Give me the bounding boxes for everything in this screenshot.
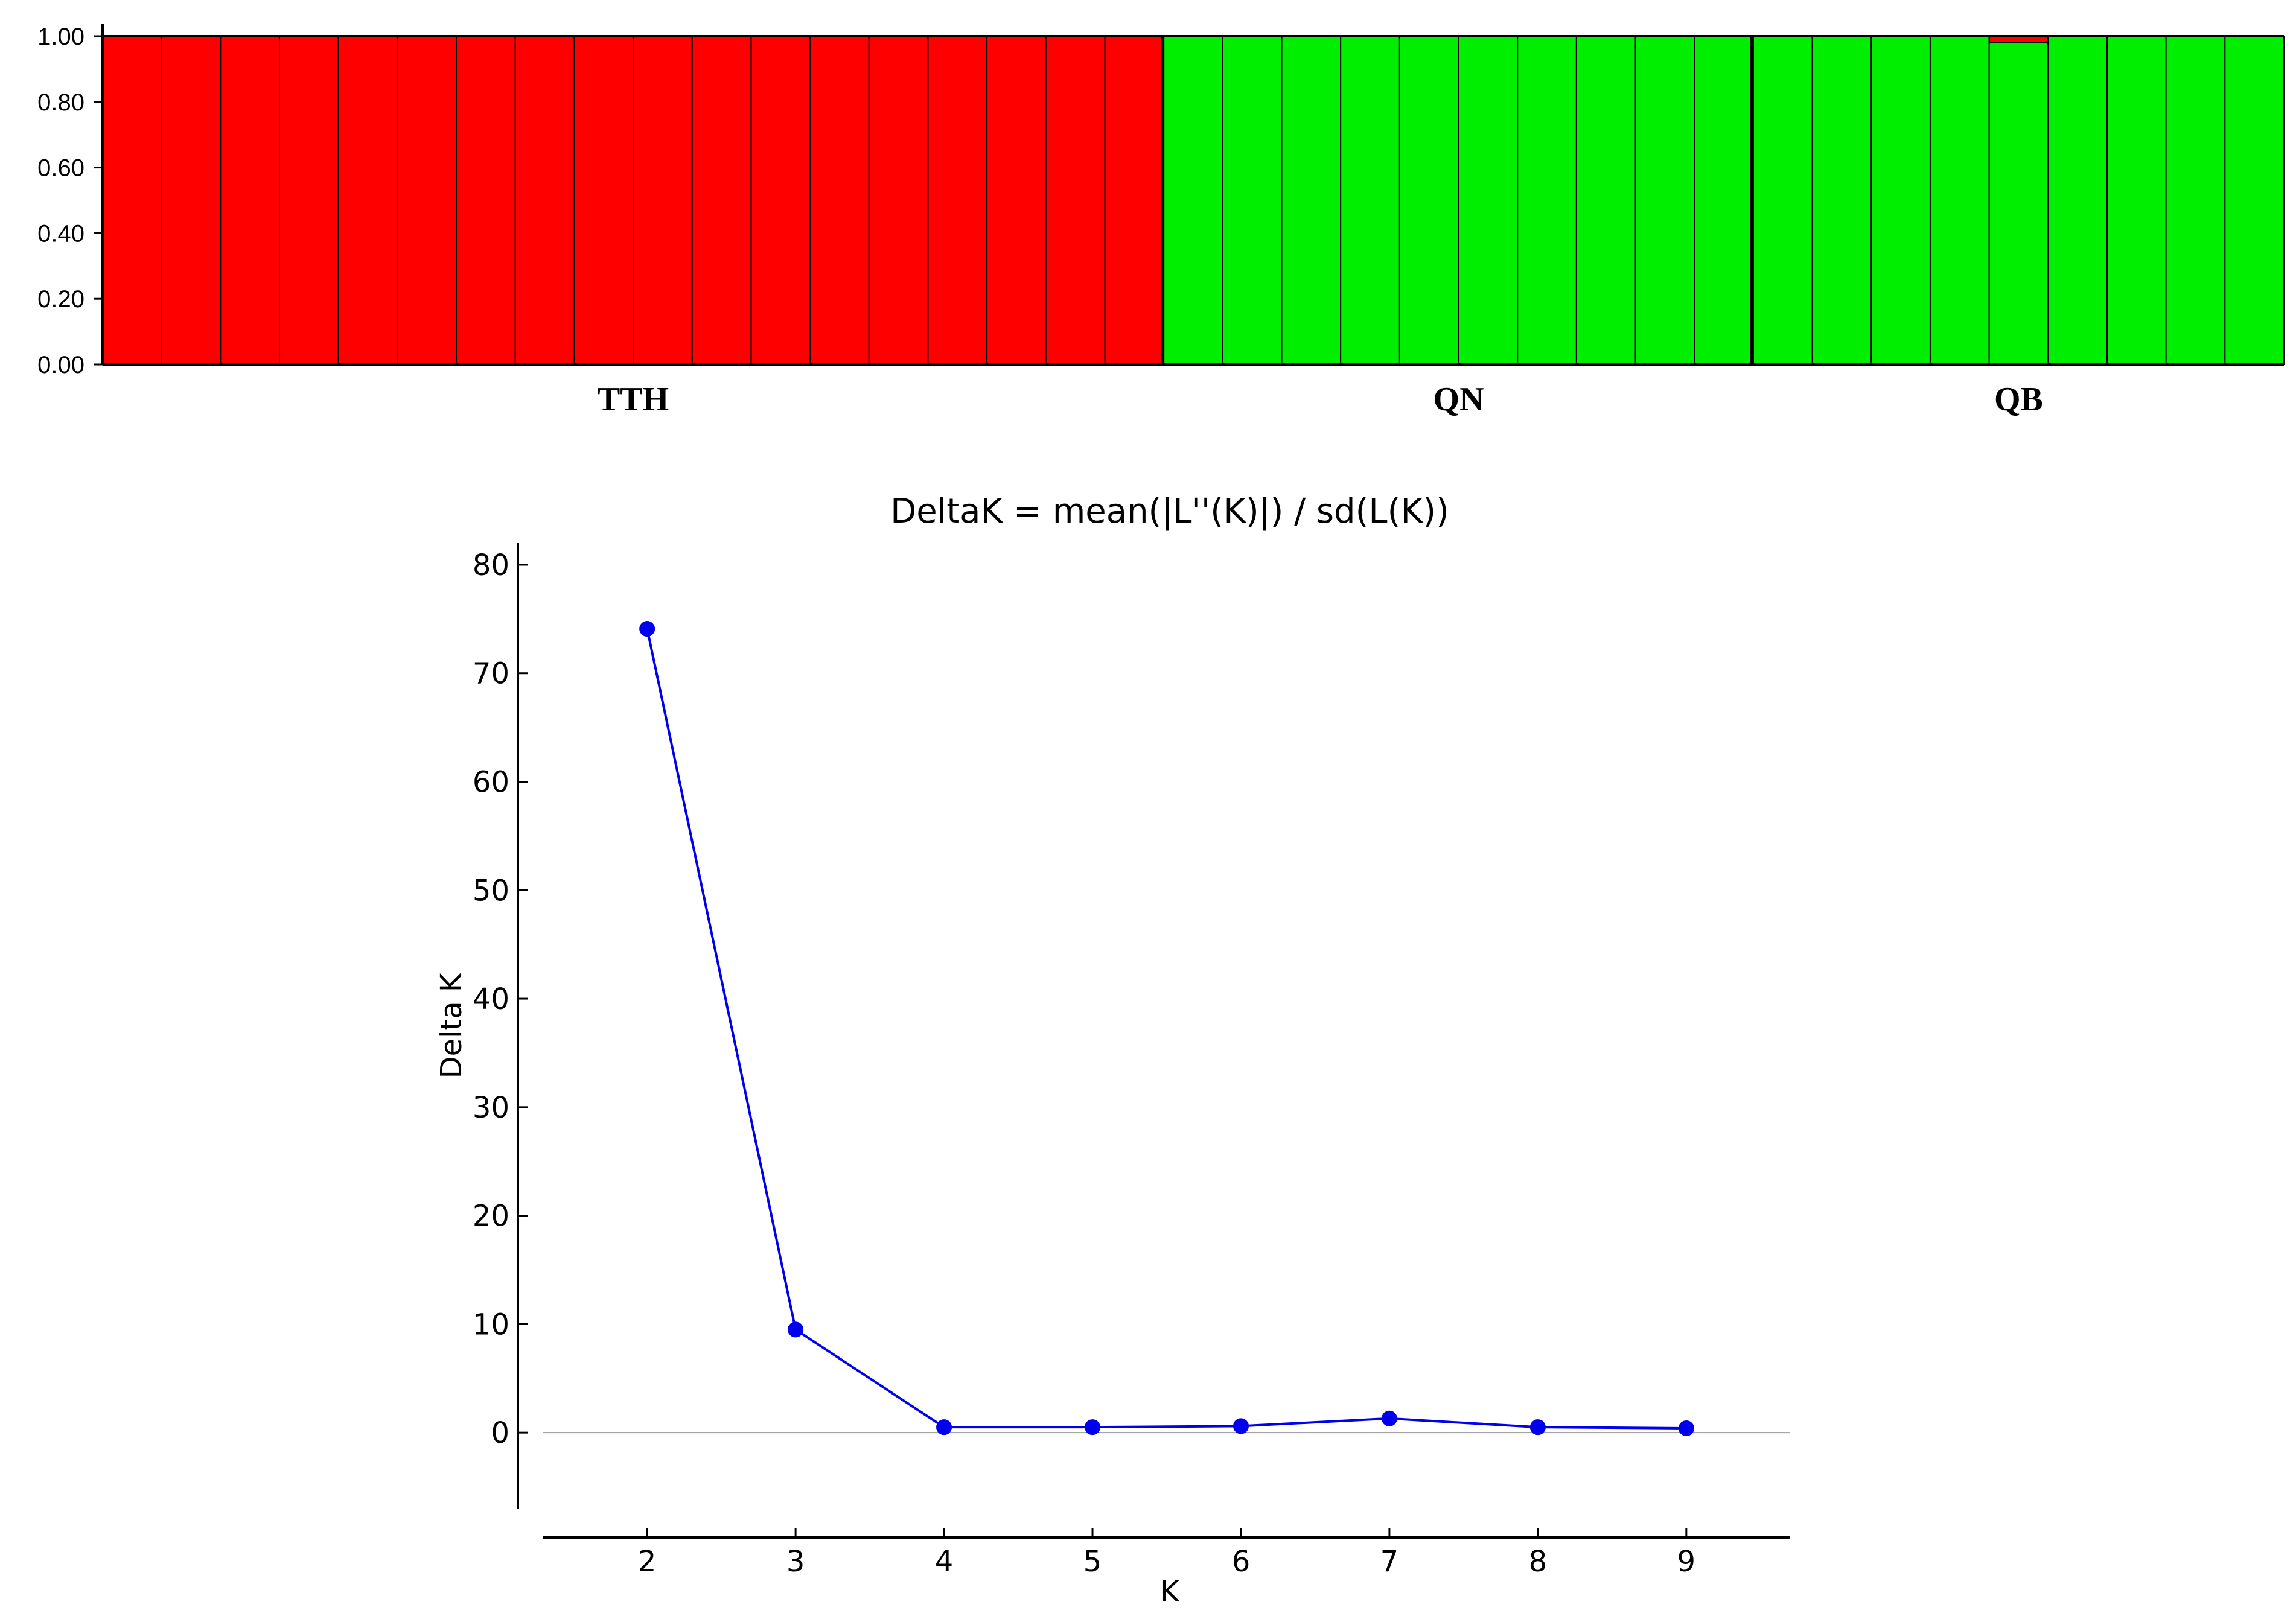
bar-segment-cluster1	[102, 36, 162, 365]
bar-segment-cluster2	[1458, 36, 1519, 365]
delta-k-point	[639, 621, 655, 637]
bar-segment-cluster2	[2047, 36, 2108, 365]
delta-k-line-chart: DeltaK = mean(|L''(K)|) / sd(L(K)) 0 10 20…	[435, 492, 1790, 1609]
y-tick-label: 20	[473, 1200, 509, 1233]
y-tick-label: 10	[473, 1308, 509, 1341]
delta-k-point	[1529, 1419, 1546, 1436]
structure-bars	[102, 35, 2285, 365]
bar-segment-cluster2	[1929, 36, 1990, 365]
bar-segment-cluster1	[986, 36, 1047, 365]
structure-y-axis: 0.00 0.20 0.40 0.60 0.80 1.00	[37, 24, 2284, 378]
delta-k-point	[1381, 1410, 1397, 1426]
y-tick-label: 0	[491, 1416, 509, 1450]
bar-segment-cluster1	[633, 36, 693, 365]
bar-segment-cluster1	[868, 36, 929, 365]
bar-segment-cluster1	[514, 36, 575, 365]
bar-segment-cluster2	[1988, 42, 2049, 365]
bar-segment-cluster2	[1634, 36, 1695, 365]
bar-segment-cluster2	[2224, 36, 2285, 365]
bar-segment-cluster2	[1752, 36, 1813, 365]
bar-segment-cluster1	[1104, 36, 1165, 365]
bar-segment-cluster1	[750, 36, 811, 365]
x-tick-label: 6	[1232, 1545, 1251, 1579]
structure-bar-plot: 0.00 0.20 0.40 0.60 0.80 1.00 TTH QN QB	[37, 24, 2285, 418]
bar-segment-cluster2	[1575, 36, 1636, 365]
bar-segment-cluster2	[1870, 36, 1931, 365]
y-tick-label: 0.80	[37, 89, 85, 116]
bar-segment-cluster1	[279, 36, 339, 365]
x-tick-label: 9	[1677, 1545, 1696, 1579]
x-tick-label: 2	[638, 1545, 657, 1579]
delta-k-axes: 0 10 20 30 40 50 60 70 80 2 3 4 5 6 7 8 9	[473, 543, 1790, 1579]
population-label: TTH	[598, 381, 669, 418]
y-axis-label: Delta K	[435, 972, 468, 1078]
y-tick-label: 30	[473, 1091, 509, 1125]
delta-k-point	[936, 1419, 952, 1436]
bar-segment-cluster1	[573, 36, 634, 365]
y-tick-label: 80	[473, 549, 509, 582]
x-tick-label: 7	[1380, 1545, 1399, 1579]
bar-segment-cluster1	[161, 36, 222, 365]
y-tick-label: 0.40	[37, 220, 85, 247]
population-label: QN	[1433, 381, 1484, 418]
y-tick-label: 0.00	[37, 352, 85, 378]
bar-segment-cluster2	[1340, 36, 1400, 365]
x-axis-label: K	[1160, 1575, 1180, 1609]
delta-k-title: DeltaK = mean(|L''(K)|) / sd(L(K))	[890, 492, 1449, 531]
y-tick-label: 0.60	[37, 155, 85, 182]
bar-segment-cluster1	[397, 36, 458, 365]
y-tick-label: 50	[473, 874, 509, 908]
bar-segment-cluster1	[337, 36, 398, 365]
bar-segment-cluster2	[1222, 36, 1283, 365]
x-tick-label: 5	[1083, 1545, 1102, 1579]
bar-segment-cluster1	[691, 36, 752, 365]
bar-segment-cluster2	[1281, 36, 1342, 365]
bar-segment-cluster1	[220, 36, 281, 365]
x-tick-label: 8	[1529, 1545, 1548, 1579]
delta-k-line	[646, 628, 1686, 1430]
delta-k-point	[1085, 1419, 1101, 1436]
x-tick-label: 3	[786, 1545, 805, 1579]
delta-k-series	[639, 621, 1694, 1436]
bar-segment-cluster2	[2165, 36, 2226, 365]
y-tick-label: 70	[473, 657, 509, 691]
y-tick-label: 0.20	[37, 286, 85, 313]
delta-k-point	[1678, 1420, 1694, 1436]
bar-segment-cluster1	[456, 36, 516, 365]
bar-segment-cluster2	[1694, 36, 1754, 365]
y-tick-label: 40	[473, 982, 509, 1016]
bar-segment-cluster2	[1811, 36, 1872, 365]
x-tick-label: 4	[935, 1545, 954, 1579]
bar-segment-cluster2	[2106, 36, 2167, 365]
y-tick-label: 1.00	[37, 24, 85, 50]
bar-segment-cluster1	[1045, 36, 1106, 365]
bar-segment-cluster2	[1163, 36, 1223, 365]
population-labels: TTH QN QB	[598, 381, 2043, 418]
bar-segment-cluster1	[809, 36, 870, 365]
y-tick-label: 60	[473, 766, 509, 800]
bar-segment-cluster2	[1517, 36, 1577, 365]
population-label: QB	[1994, 381, 2043, 418]
bar-segment-cluster2	[1398, 36, 1459, 365]
bar-segment-cluster1	[927, 36, 988, 365]
delta-k-point	[1233, 1418, 1249, 1434]
delta-k-point	[788, 1321, 804, 1338]
